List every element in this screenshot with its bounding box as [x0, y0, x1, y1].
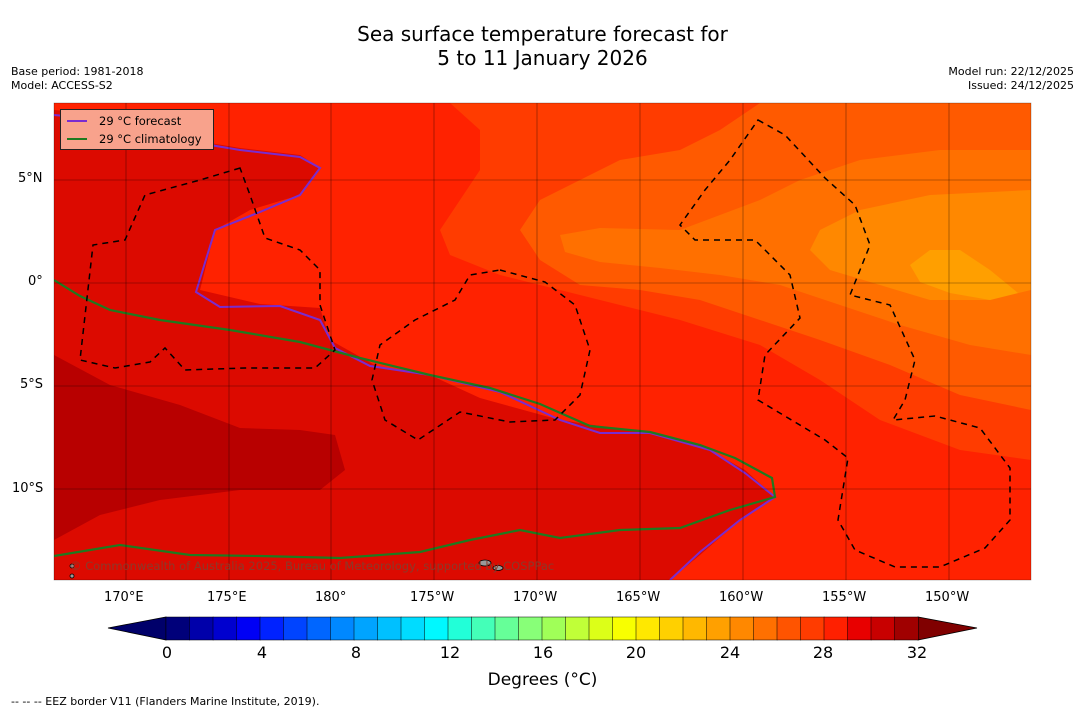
- lon-tick-170w: 170°W: [513, 590, 558, 605]
- lon-tick-175e: 175°E: [207, 590, 247, 605]
- lon-tick-175w: 175°W: [410, 590, 455, 605]
- colorbar-label-24: 24: [719, 643, 741, 662]
- colorbar-label-16: 16: [532, 643, 554, 662]
- legend-forecast-label: 29 °C forecast: [99, 114, 182, 128]
- colorbar-cell: [283, 616, 308, 641]
- lat-tick-10s: 10°S: [12, 481, 44, 496]
- meta-right: Model run: 22/12/2025 Issued: 24/12/2025: [948, 65, 1074, 93]
- colorbar-cell: [494, 616, 520, 641]
- lat-tick-5n: 5°N: [18, 171, 43, 186]
- legend-climatology-label: 29 °C climatology: [99, 132, 202, 146]
- legend-climatology: 29 °C climatology: [67, 131, 202, 147]
- islands: [69, 559, 504, 579]
- colorbar-cell: [330, 616, 355, 641]
- lon-tick-180: 180°: [315, 590, 347, 605]
- colorbar-label-8: 8: [350, 643, 362, 662]
- base-period: Base period: 1981-2018: [11, 65, 144, 78]
- colorbar-title: Degrees (°C): [487, 670, 598, 690]
- model-name: Model: ACCESS-S2: [11, 79, 113, 92]
- colorbar-cell: [635, 616, 661, 641]
- colorbar-cell: [682, 616, 708, 641]
- colorbar-cell: [588, 616, 614, 641]
- colorbar-cell: [894, 616, 919, 641]
- climatology-line-swatch: [67, 138, 87, 140]
- colorbar-cell: [189, 616, 214, 641]
- colorbar-cell: [447, 616, 473, 641]
- colorbar: [107, 616, 978, 641]
- colorbar-cell: [424, 616, 449, 641]
- lat-tick-0: 0°: [28, 274, 43, 289]
- lon-tick-170e: 170°E: [104, 590, 144, 605]
- colorbar-cell: [259, 616, 285, 641]
- colorbar-cell: [659, 616, 684, 641]
- colorbar-label-20: 20: [625, 643, 647, 662]
- colorbar-cell: [541, 616, 567, 641]
- eez-footnote: -- -- -- EEZ border V11 (Flanders Marine…: [11, 695, 320, 708]
- colorbar-cell: [800, 616, 825, 641]
- colorbar-cell: [212, 616, 238, 641]
- grid-lines: [54, 103, 1031, 580]
- colorbar-cell: [729, 616, 755, 641]
- colorbar-cell: [847, 616, 872, 641]
- copyright-text: © Commonwealth of Australia 2025, Bureau…: [70, 559, 555, 573]
- colorbar-cell: [870, 616, 896, 641]
- issued-date: Issued: 24/12/2025: [967, 79, 1074, 92]
- colorbar-label-4: 4: [256, 643, 268, 662]
- colorbar-cell: [706, 616, 731, 641]
- colorbar-over-triangle: [917, 616, 978, 641]
- colorbar-cell: [165, 616, 191, 641]
- sst-29-climatology-line: [54, 279, 777, 560]
- page-title: Sea surface temperature forecast for 5 t…: [357, 22, 728, 70]
- lon-tick-155w: 155°W: [822, 590, 867, 605]
- map-legend: 29 °C forecast 29 °C climatology: [60, 109, 214, 150]
- colorbar-label-12: 12: [439, 643, 461, 662]
- colorbar-cell: [565, 616, 590, 641]
- forecast-line-swatch: [67, 120, 87, 122]
- lon-tick-160w: 160°W: [719, 590, 764, 605]
- colorbar-cell: [377, 616, 402, 641]
- eez-borders: [79, 119, 1011, 568]
- legend-forecast: 29 °C forecast: [67, 113, 181, 129]
- model-run: Model run: 22/12/2025: [948, 65, 1074, 78]
- lat-tick-5s: 5°S: [20, 377, 44, 392]
- lon-tick-165w: 165°W: [616, 590, 661, 605]
- colorbar-cell: [776, 616, 802, 641]
- colorbar-cell: [823, 616, 849, 641]
- sst-24-region: [910, 250, 1018, 300]
- colorbar-cells: [165, 616, 919, 641]
- colorbar-cell: [236, 616, 261, 641]
- colorbar-cell: [612, 616, 637, 641]
- colorbar-cell: [753, 616, 778, 641]
- sst-30-region: [54, 355, 345, 540]
- colorbar-cell: [518, 616, 543, 641]
- lon-tick-150w: 150°W: [925, 590, 970, 605]
- sst-29-forecast-line: [54, 114, 777, 580]
- colorbar-cell: [400, 616, 426, 641]
- meta-left: Base period: 1981-2018 Model: ACCESS-S2: [11, 65, 143, 93]
- colorbar-label-32: 32: [906, 643, 928, 662]
- colorbar-cell: [353, 616, 379, 641]
- colorbar-under-triangle: [107, 616, 167, 641]
- colorbar-label-28: 28: [812, 643, 834, 662]
- colorbar-label-0: 0: [161, 643, 173, 662]
- colorbar-cell: [306, 616, 332, 641]
- colorbar-cell: [471, 616, 496, 641]
